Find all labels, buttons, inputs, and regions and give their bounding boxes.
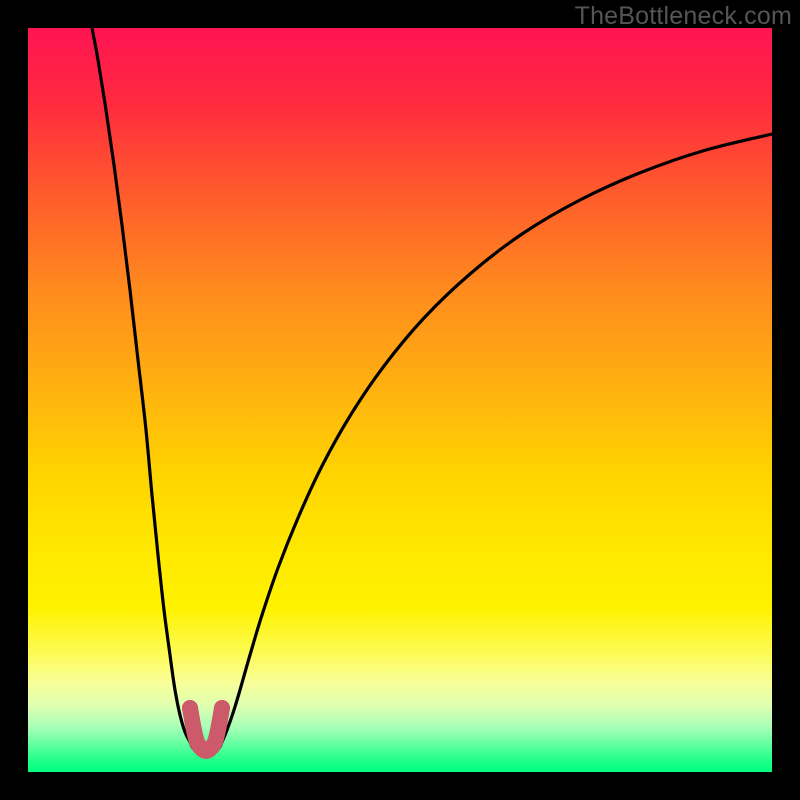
curve-minimum-dot (184, 712, 200, 728)
chart-svg (0, 0, 800, 800)
curve-minimum-dot (214, 700, 230, 716)
chart-container: TheBottleneck.com (0, 0, 800, 800)
plot-background-gradient (28, 28, 772, 772)
watermark-text: TheBottleneck.com (575, 2, 792, 31)
